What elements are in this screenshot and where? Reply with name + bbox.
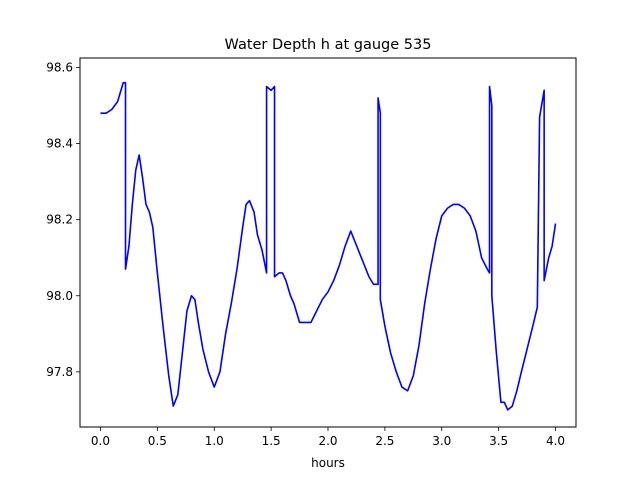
x-axis-label: hours — [311, 456, 345, 470]
y-tick-label: 97.8 — [46, 365, 73, 379]
plot-frame — [79, 57, 577, 428]
x-tick-label: 3.0 — [432, 434, 451, 448]
chart-title: Water Depth h at gauge 535 — [225, 37, 432, 53]
series-line — [100, 81, 557, 411]
y-tick-label: 98.6 — [46, 61, 73, 75]
x-tick-label: 2.0 — [318, 434, 337, 448]
y-axis: 97.8 98.0 98.2 98.4 98.6 — [46, 61, 80, 379]
x-tick-label: 0.5 — [148, 434, 167, 448]
y-tick-label: 98.0 — [46, 289, 73, 303]
x-tick-label: 2.5 — [375, 434, 394, 448]
x-tick-label: 1.0 — [205, 434, 224, 448]
x-tick-label: 0.0 — [91, 434, 110, 448]
y-tick-label: 98.2 — [46, 213, 73, 227]
y-tick-label: 98.4 — [46, 137, 73, 151]
x-axis: 0.0 0.5 1.0 1.5 2.0 2.5 3.0 3.5 4.0 — [91, 427, 565, 448]
x-tick-label: 1.5 — [262, 434, 281, 448]
x-tick-label: 3.5 — [489, 434, 508, 448]
x-tick-label: 4.0 — [546, 434, 565, 448]
